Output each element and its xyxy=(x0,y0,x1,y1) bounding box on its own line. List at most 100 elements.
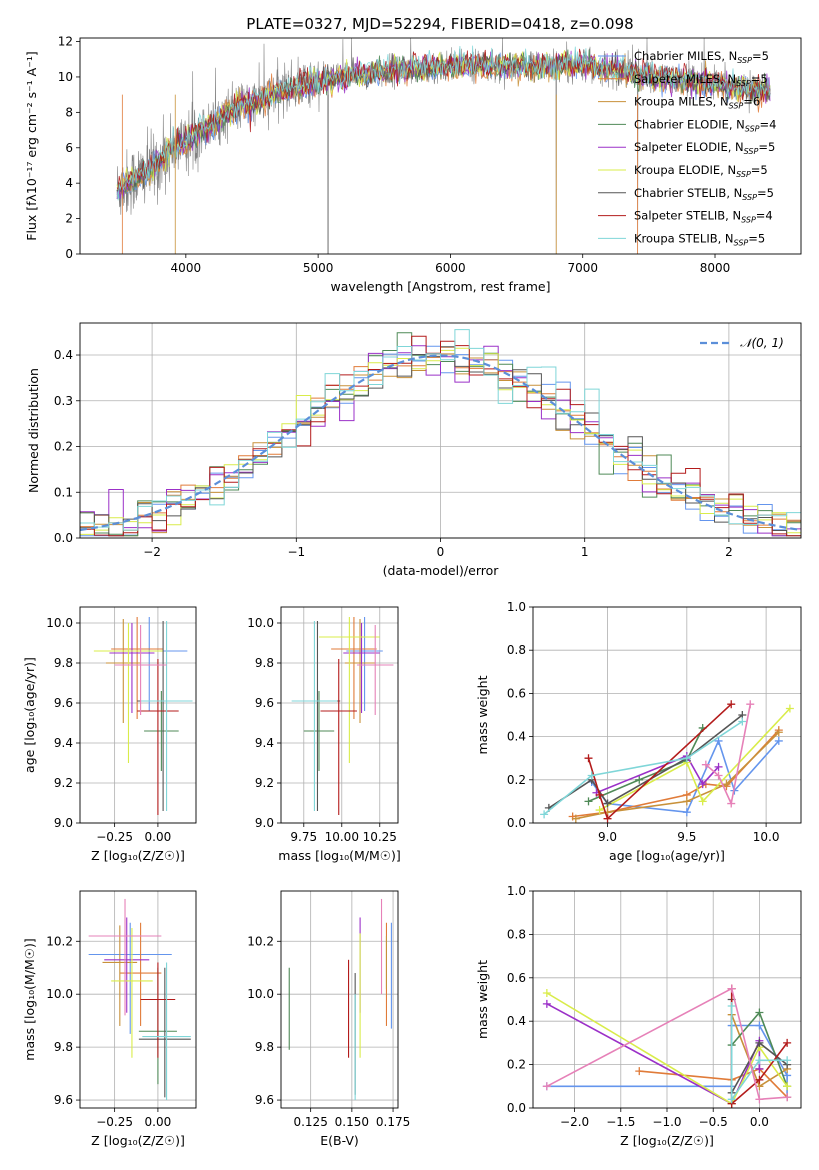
age-weight-marker-9-3 xyxy=(746,700,755,709)
age-weight-ytick-label-3: 0.6 xyxy=(507,686,526,700)
metal-weight-plot-area xyxy=(542,984,792,1108)
figure-title: PLATE=0327, MJD=52294, FIBERID=0418, z=0… xyxy=(246,15,633,33)
metal-age-plot-area xyxy=(93,617,193,815)
residuals-ytick-label-3: 0.3 xyxy=(54,394,73,408)
metal-weight-marker-9-0 xyxy=(542,1082,551,1091)
mass-age-ytick-label-1: 9.2 xyxy=(255,776,274,790)
residuals-xtick-label-2: 0 xyxy=(437,545,445,559)
metal-weight-marker-8-0 xyxy=(727,1002,736,1011)
spectrum-legend-suffix-8: =5 xyxy=(748,231,765,245)
residuals-xtick-label-4: 2 xyxy=(725,545,733,559)
age-weight-marker-5-0 xyxy=(595,806,604,815)
spectrum-xlabel: wavelength [Angstrom, rest frame] xyxy=(330,279,550,294)
age-weight-ylabel: mass weight xyxy=(475,675,490,754)
spectrum-legend-sub-8: SSP xyxy=(734,238,749,247)
metal-weight-ytick-label-0: 0.0 xyxy=(507,1101,526,1115)
spectrum-legend-name-2: Kroupa MILES, N xyxy=(634,95,729,109)
metal-mass-xtick-label-1: 0.00 xyxy=(145,1115,172,1129)
age-weight-marker-9-2 xyxy=(727,799,736,808)
residuals-ytick-label-1: 0.1 xyxy=(54,485,73,499)
spectrum-legend-name-8: Kroupa STELIB, N xyxy=(634,231,734,245)
age-weight-ytick-label-2: 0.4 xyxy=(507,730,526,744)
metal-age-panel: −0.25 0.00 9.0 9.2 9.4 9.6 9.8 10.0 Z [log₁₀(Z/Z… xyxy=(22,606,197,863)
spectrum-xtick-label-0: 4000 xyxy=(171,261,202,275)
mass-age-xlabel: mass [log₁₀(M/M☉)] xyxy=(278,848,400,863)
ebv-mass-xlabel: E(B-V) xyxy=(320,1133,359,1148)
age-weight-marker-8-3 xyxy=(738,717,747,726)
age-weight-ytick-label-0: 0.0 xyxy=(507,816,526,830)
metal-age-ytick-label-4: 9.8 xyxy=(54,656,73,670)
age-weight-marker-5-3 xyxy=(785,704,794,713)
age-weight-panel: 9.0 9.5 10.0 0.0 0.2 0.4 0.6 0.8 1.0 age [log₁₀(a… xyxy=(475,600,802,863)
metal-mass-plot-area xyxy=(88,898,191,1101)
metal-weight-xtick-label-0: −2.0 xyxy=(560,1115,589,1129)
metal-weight-xlabel: Z [log₁₀(Z/Z☉)] xyxy=(620,1133,714,1148)
spectrum-legend-name-3: Chabrier ELODIE, N xyxy=(634,117,745,131)
mass-age-panel: 9.75 10.00 10.25 9.0 9.2 9.4 9.6 9.8 10.0 mass [l… xyxy=(247,606,401,863)
age-weight-xtick-label-2: 10.0 xyxy=(753,830,780,844)
age-weight-marker-2-2 xyxy=(682,797,691,806)
metal-weight-marker-8-1 xyxy=(727,1095,736,1104)
spectrum-ytick-label-3: 6 xyxy=(65,141,73,155)
spectrum-legend-sub-0: SSP xyxy=(737,56,752,65)
age-weight-marker-9-1 xyxy=(714,771,723,780)
spectrum-legend-name-4: Salpeter ELODIE, N xyxy=(634,140,744,154)
age-weight-ytick-label-5: 1.0 xyxy=(507,600,526,614)
age-weight-marker-3-0 xyxy=(584,797,593,806)
spectrum-ytick-label-0: 0 xyxy=(65,247,73,261)
mass-age-ytick-label-2: 9.4 xyxy=(255,736,274,750)
metal-mass-xtick-label-0: −0.25 xyxy=(96,1115,133,1129)
mass-age-plot-area xyxy=(291,617,394,815)
spectrum-xtick-label-1: 5000 xyxy=(303,261,334,275)
mass-age-ytick-label-5: 10.0 xyxy=(247,616,274,630)
mass-age-frame xyxy=(280,606,399,824)
spectrum-legend-suffix-2: =6 xyxy=(743,95,760,109)
ebv-mass-ytick-label-3: 10.2 xyxy=(247,934,274,948)
metal-age-xlabel: Z [log₁₀(Z/Z☉)] xyxy=(91,848,185,863)
metal-weight-marker-5-3 xyxy=(783,1082,792,1091)
metal-age-xtick-label-0: −0.25 xyxy=(96,830,133,844)
residual-histogram-8 xyxy=(80,329,801,531)
metal-weight-series-4 xyxy=(546,1003,761,1105)
spectrum-legend-label-8: Kroupa STELIB, NSSP=5 xyxy=(634,231,765,247)
spectrum-legend-suffix-0: =5 xyxy=(752,49,769,63)
spectrum-ylabel: Flux [fλ10⁻¹⁷ erg cm⁻² s⁻¹ A⁻¹] xyxy=(24,51,39,240)
spectrum-legend-sub-4: SSP xyxy=(744,147,759,156)
metal-weight-ylabel: mass weight xyxy=(475,960,490,1039)
spectrum-xtick-label-3: 7000 xyxy=(567,261,598,275)
ebv-mass-frame xyxy=(280,890,399,1109)
metal-age-ytick-label-2: 9.4 xyxy=(54,736,73,750)
metal-weight-xtick-label-4: 0.0 xyxy=(750,1115,769,1129)
mass-age-ytick-label-4: 9.8 xyxy=(255,656,274,670)
metal-weight-marker-4-0 xyxy=(542,999,551,1008)
spectrum-xtick-label-4: 8000 xyxy=(700,261,731,275)
age-weight-xtick-label-0: 9.0 xyxy=(598,830,617,844)
metal-mass-xlabel: Z [log₁₀(Z/Z☉)] xyxy=(91,1133,185,1148)
spectrum-legend-name-7: Salpeter STELIB, N xyxy=(634,209,741,223)
spectrum-legend-suffix-5: =5 xyxy=(751,163,768,177)
ebv-mass-ytick-label-0: 9.6 xyxy=(255,1093,274,1107)
metal-weight-marker-7-3 xyxy=(783,1038,792,1047)
residuals-plot-area xyxy=(80,329,801,537)
age-weight-xlabel: age [log₁₀(age/yr)] xyxy=(609,848,725,863)
spectrum-legend-suffix-1: =5 xyxy=(751,72,768,86)
age-weight-marker-0-2 xyxy=(682,808,691,817)
age-weight-xtick-label-1: 9.5 xyxy=(677,830,696,844)
gaussian-curve xyxy=(80,354,801,532)
age-weight-frame xyxy=(532,606,802,824)
metal-weight-marker-1-0 xyxy=(635,1067,644,1076)
age-weight-marker-4-3 xyxy=(714,762,723,771)
metal-age-ytick-label-0: 9.0 xyxy=(54,816,73,830)
metal-weight-ytick-label-4: 0.8 xyxy=(507,927,526,941)
age-weight-marker-0-3 xyxy=(714,736,723,745)
metal-weight-series-5 xyxy=(546,992,788,1105)
residuals-xtick-label-0: −2 xyxy=(143,545,161,559)
metal-weight-series-8 xyxy=(730,1006,788,1102)
residual-legend-label: 𝒩(0, 1) xyxy=(740,336,784,350)
residuals-ylabel: Normed distribution xyxy=(26,368,41,493)
ebv-mass-ytick-label-2: 10.0 xyxy=(247,987,274,1001)
age-weight-ytick-label-1: 0.2 xyxy=(507,773,526,787)
metal-weight-xtick-label-2: −1.0 xyxy=(652,1115,681,1129)
spectrum-ytick-label-6: 12 xyxy=(58,35,73,49)
spectrum-legend-suffix-4: =5 xyxy=(758,140,775,154)
